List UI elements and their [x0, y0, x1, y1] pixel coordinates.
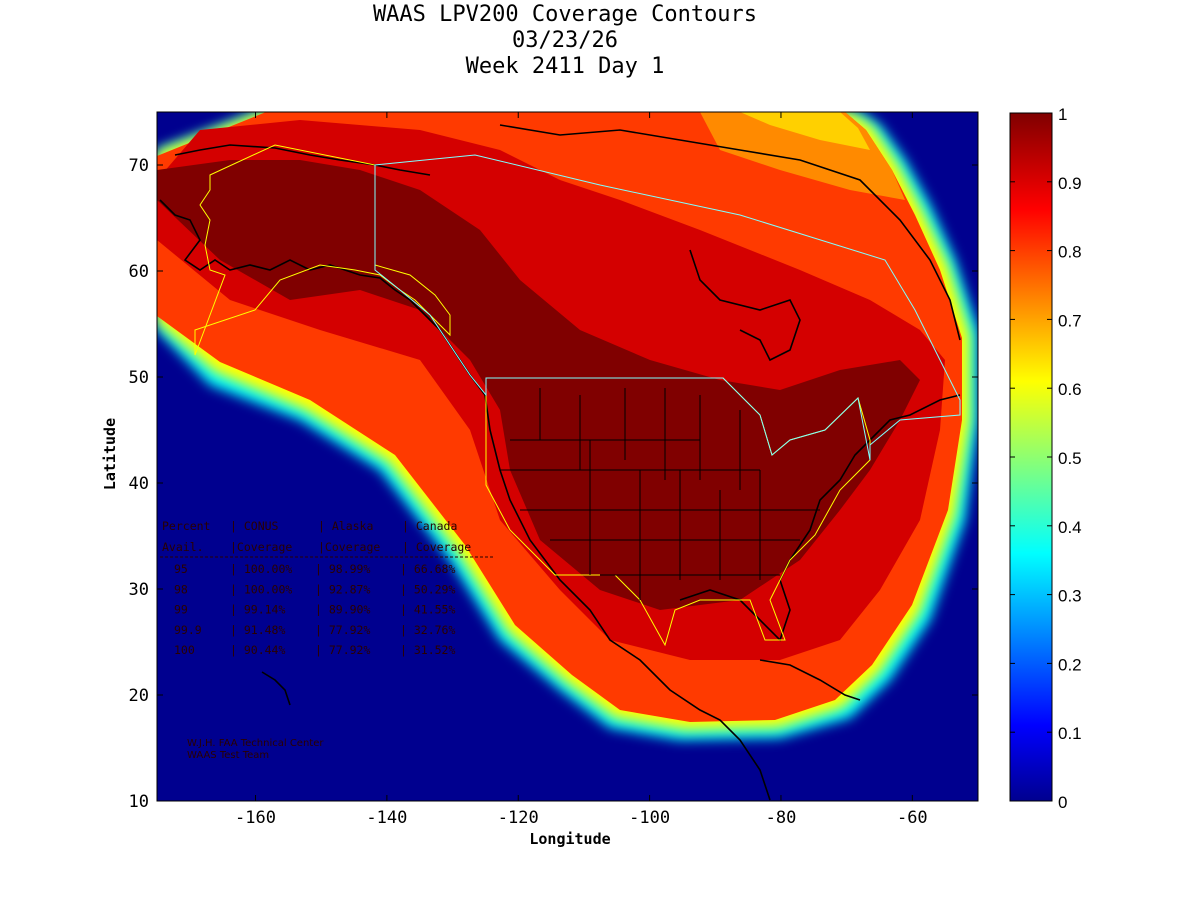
stats-cell: | 89.90% [315, 603, 370, 617]
stats-header-cell: | Coverage [402, 540, 471, 554]
stats-cell: | 98.99% [315, 562, 370, 576]
stats-header-cell: |Coverage [318, 540, 380, 554]
stats-cell: 99.9 [174, 623, 202, 637]
y-tick-label: 10 [129, 792, 149, 812]
stats-header-cell: | Canada [402, 519, 457, 533]
colorbar-tick-label: 0 [1058, 793, 1067, 812]
contour-yellow-north [740, 112, 870, 150]
stats-cell: | 90.44% [230, 643, 285, 657]
stats-cell: 95 [174, 562, 188, 576]
colorbar-tick-label: 0.1 [1058, 724, 1082, 743]
x-axis: -160 -140 -120 -100 -80 -60 [235, 112, 928, 828]
colorbar-tick-label: 0.7 [1058, 311, 1082, 330]
pacific-coast [484, 394, 771, 801]
x-tick-label: -120 [498, 808, 539, 828]
x-tick-label: -160 [235, 808, 276, 828]
stats-cell: | 92.87% [315, 582, 370, 596]
stats-header-cell: |Coverage [230, 540, 292, 554]
stats-cell: | 77.92% [315, 623, 370, 637]
x-tick-label: -60 [897, 808, 928, 828]
y-tick-label: 70 [129, 156, 149, 176]
x-tick-label: -140 [366, 808, 407, 828]
y-axis-label: Latitude [101, 417, 119, 491]
y-tick-label: 20 [129, 686, 149, 706]
stats-cell: | 77.92% [315, 643, 370, 657]
stats-cell: | 91.48% [230, 623, 285, 637]
hudson-bay [689, 249, 801, 362]
stats-cell: | 41.55% [400, 603, 455, 617]
atlantic-gulf-coast [679, 394, 961, 642]
y-tick-label: 30 [129, 580, 149, 600]
x-tick-label: -100 [629, 808, 670, 828]
stats-cell: | 66.68% [400, 562, 455, 576]
y-tick-label: 40 [129, 474, 149, 494]
title-line-1: WAAS LPV200 Coverage Contours [372, 2, 758, 27]
x-tick-label: -80 [766, 808, 797, 828]
coverage-field [157, 112, 978, 801]
stats-cell: | 31.52% [400, 643, 455, 657]
stats-header-cell: Avail. [162, 540, 204, 554]
colorbar [1009, 112, 1053, 802]
arctic-coast-west [174, 144, 431, 176]
stats-cell: | 32.76% [400, 623, 455, 637]
stats-cell: | 99.14% [230, 603, 285, 617]
colorbar-axis: 0 0.1 0.2 0.3 0.4 0.5 0.6 0.7 0.8 0.9 1 [1010, 105, 1082, 812]
stats-cell: 98 [174, 582, 188, 596]
credit-line-1: W.J.H. FAA Technical Center [187, 738, 324, 749]
colorbar-tick-label: 0.8 [1058, 243, 1082, 262]
stats-cell: | 100.00% [230, 582, 292, 596]
stats-cell: 100 [174, 643, 195, 657]
x-axis-label: Longitude [529, 830, 611, 848]
y-axis: 10 20 30 40 50 60 70 [129, 156, 978, 812]
plot-frame [156, 111, 979, 802]
canada-outline [374, 154, 961, 461]
colorbar-tick-label: 0.5 [1058, 449, 1082, 468]
title-line-2: 03/23/26 [512, 28, 618, 53]
colorbar-tick-label: 0.6 [1058, 380, 1082, 399]
colorbar-tick-label: 1 [1058, 105, 1067, 124]
coverage-stats-table: Percent | CONUS | Alaska | Canada Avail. |Co… [160, 519, 495, 657]
contour-core [157, 160, 920, 610]
stats-cell: | 50.29% [400, 582, 455, 596]
credit-line-2: WAAS Test Team [187, 750, 270, 761]
stats-cell: | 100.00% [230, 562, 292, 576]
stats-header-cell: | Alaska [318, 519, 373, 533]
state-borders [500, 388, 820, 600]
state-lines [500, 388, 820, 600]
colorbar-tick-label: 0.4 [1058, 518, 1082, 537]
stats-header-cell: | CONUS [230, 519, 279, 533]
alaska-outline [194, 144, 451, 356]
arctic-islands [499, 124, 961, 341]
colorbar-tick-label: 0.3 [1058, 587, 1082, 606]
y-tick-label: 60 [129, 262, 149, 282]
stats-cell: 99 [174, 603, 188, 617]
colorbar-tick-label: 0.9 [1058, 174, 1082, 193]
title-line-3: Week 2411 Day 1 [465, 54, 665, 79]
caribbean-islands [759, 659, 861, 701]
hawaii [261, 671, 291, 706]
stats-header-cell: Percent [162, 519, 210, 533]
y-tick-label: 50 [129, 368, 149, 388]
colorbar-tick-label: 0.2 [1058, 655, 1082, 674]
